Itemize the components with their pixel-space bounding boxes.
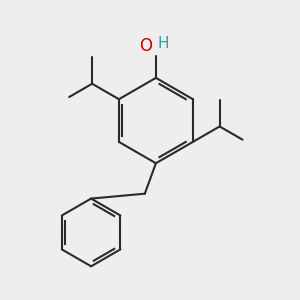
Text: O: O <box>140 37 152 55</box>
Text: H: H <box>158 36 169 51</box>
